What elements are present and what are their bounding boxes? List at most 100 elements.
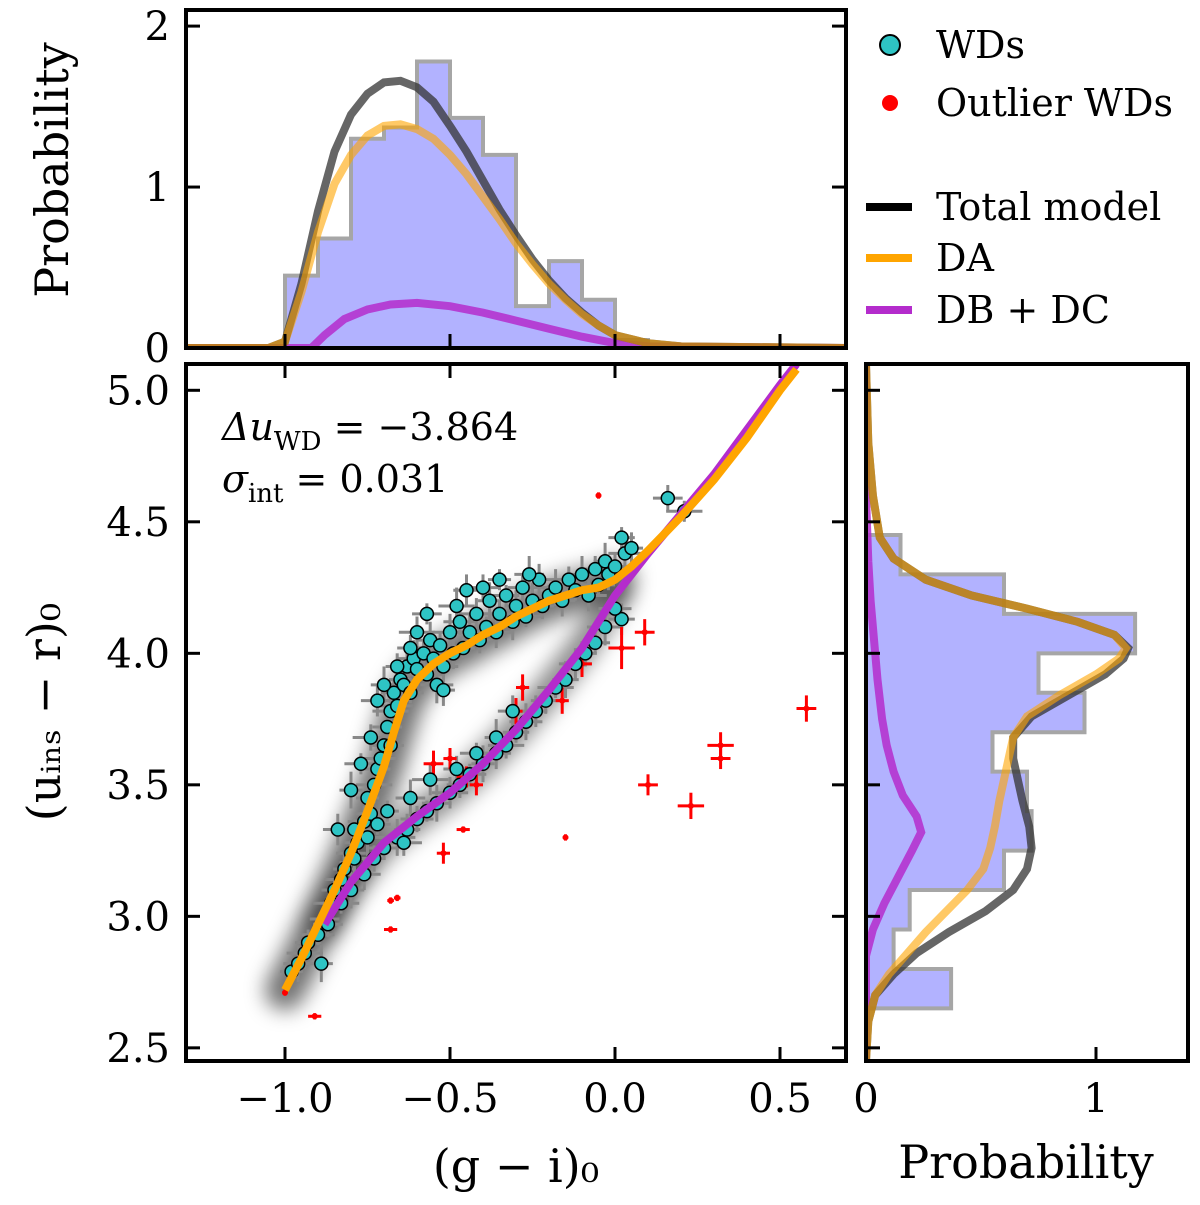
right-y-ticks <box>866 388 880 1050</box>
outlier-point <box>460 826 467 833</box>
top-da-curve <box>186 120 846 348</box>
wd-point <box>492 572 507 587</box>
top-y-tick-label: 1 <box>145 165 170 211</box>
wd-point <box>521 567 537 582</box>
outlier-point <box>717 755 724 762</box>
outlier-point <box>595 492 602 499</box>
main-y-axis-title: (uᵢₙₛ − r)₀ <box>17 603 71 821</box>
wd-point <box>614 611 629 627</box>
wd-point <box>574 567 590 582</box>
main-x-tick-label: 0.0 <box>583 1076 647 1122</box>
outlier-point <box>394 894 401 901</box>
wd-point <box>660 490 676 506</box>
outlier-point <box>645 781 651 788</box>
wd-point <box>515 580 530 595</box>
right-panel-frame <box>864 362 1190 1063</box>
outlier-point <box>282 989 288 996</box>
wd-point <box>498 588 514 603</box>
top-dbdc-curve <box>186 298 846 348</box>
legend: WDs Outlier WDs Total model DA DB + DC <box>866 23 1173 332</box>
wd-point <box>492 606 507 622</box>
annotation-sigma-int: σint = 0.031 <box>222 457 448 509</box>
outlier-point <box>562 834 569 841</box>
wd-point <box>548 580 563 595</box>
main-y-tick-label: 3.5 <box>106 763 170 809</box>
wd-point <box>370 817 385 832</box>
outlier-point <box>440 850 447 857</box>
wd-point <box>482 593 497 608</box>
main-x-ticks: −1.0 −0.5 0.0 0.5 <box>236 364 812 1122</box>
wd-point <box>449 598 464 614</box>
wd-point <box>624 540 639 556</box>
top-histogram-panel: 0 1 2 Probability <box>25 4 848 372</box>
main-panel-frame <box>184 362 848 1063</box>
wd-point <box>314 956 329 971</box>
legend-outlier-marker <box>882 95 898 111</box>
wd-point <box>422 772 438 787</box>
wd-point <box>488 730 504 745</box>
annotation-delta-u: ΔuWD = −3.864 <box>220 405 518 457</box>
wd-point <box>386 685 402 701</box>
wd-point <box>370 693 385 708</box>
wd-point <box>396 835 412 850</box>
wd-point <box>353 756 369 772</box>
top-y-tick-label: 2 <box>145 4 170 50</box>
wd-point <box>436 682 451 698</box>
top-hist-step <box>283 59 650 348</box>
top-y-tick-label: 0 <box>145 326 170 372</box>
wd-point <box>452 614 468 630</box>
wd-point <box>419 606 435 622</box>
wd-point <box>475 580 491 595</box>
wd-point <box>587 561 603 577</box>
outlier-point <box>387 926 394 933</box>
wd-point <box>459 582 474 598</box>
outlier-point <box>387 897 394 904</box>
main-y-tick-label: 4.0 <box>106 631 170 677</box>
main-dbdc-curve <box>321 364 800 927</box>
main-curves <box>281 364 800 992</box>
outlier-point <box>803 705 810 712</box>
top-x-ticks <box>283 334 782 348</box>
outlier-point <box>447 755 453 762</box>
legend-wd-marker <box>879 34 901 56</box>
top-hist-curves <box>186 76 846 348</box>
legend-dbdc-label: DB + DC <box>936 288 1110 332</box>
outlier-point <box>717 742 724 749</box>
main-y-tick-label: 4.5 <box>106 500 170 546</box>
wd-point <box>409 625 425 640</box>
main-x-tick-label: −1.0 <box>236 1076 333 1122</box>
wd-point <box>442 625 458 640</box>
legend-outlier-label: Outlier WDs <box>936 81 1173 125</box>
wd-point <box>505 703 520 719</box>
right-x-axis-title: Probability <box>898 1135 1154 1189</box>
main-x-axis-title: (g − i)₀ <box>433 1139 599 1193</box>
outlier-point <box>618 645 625 652</box>
main-x-tick-label: −0.5 <box>401 1076 498 1122</box>
wd-point <box>432 638 448 653</box>
main-y-tick-label: 2.5 <box>106 1026 170 1072</box>
outlier-point <box>311 1013 318 1020</box>
wd-point <box>389 659 405 674</box>
wd-point <box>403 640 418 656</box>
wd-point <box>561 572 577 587</box>
wd-point <box>469 746 484 761</box>
wd-point <box>376 677 392 693</box>
outlier-point <box>687 802 694 809</box>
outlier-point <box>641 629 648 636</box>
wd-point <box>403 790 418 806</box>
legend-da-label: DA <box>936 236 994 280</box>
wd-point <box>607 559 623 574</box>
outlier-point <box>559 697 566 704</box>
wd-point <box>343 782 359 798</box>
wd-point <box>449 761 464 777</box>
top-y-ticks: 0 1 2 <box>145 4 846 372</box>
legend-total-label: Total model <box>936 185 1161 229</box>
top-hist-bars <box>283 59 650 348</box>
right-hist-step <box>866 532 1138 1011</box>
outlier-point <box>473 781 480 788</box>
right-x-tick-label: 0 <box>853 1076 878 1122</box>
top-panel-frame <box>184 8 848 350</box>
